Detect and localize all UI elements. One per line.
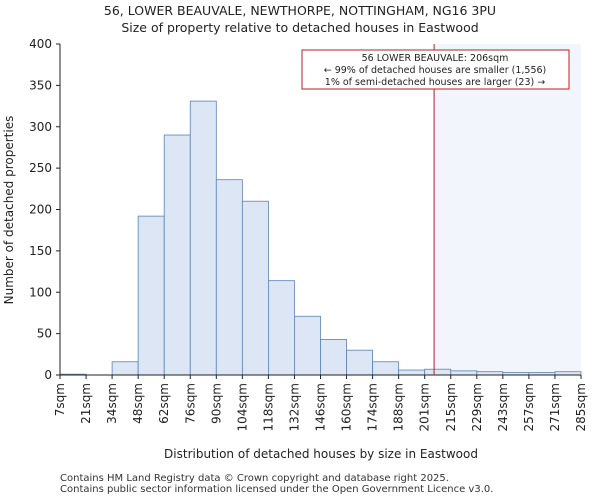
x-tick-label-90sqm: 90sqm: [209, 383, 223, 424]
bar-132sqm: [294, 315, 321, 376]
bar-34sqm: [111, 361, 139, 376]
x-tick-label-48sqm: 48sqm: [131, 383, 145, 424]
bar-118sqm: [267, 280, 295, 376]
y-tick-label-0: 0: [44, 368, 52, 382]
bar-48sqm: [137, 215, 165, 376]
y-tick-label-100: 100: [29, 285, 52, 299]
x-tick-label-188sqm: 188sqm: [392, 383, 406, 431]
x-tick-label-21sqm: 21sqm: [79, 383, 93, 424]
x-tick-label-7sqm: 7sqm: [53, 383, 67, 416]
y-tick-label-350: 350: [29, 78, 52, 92]
y-tick-label-400: 400: [29, 37, 52, 51]
bar-188sqm: [398, 369, 426, 376]
bar-90sqm: [215, 179, 243, 376]
x-tick-label-243sqm: 243sqm: [496, 383, 510, 431]
x-axis-label: Distribution of detached houses by size …: [164, 447, 478, 461]
chart-subtitle: Size of property relative to detached ho…: [121, 20, 479, 35]
bar-215sqm: [450, 370, 478, 376]
bar-160sqm: [346, 349, 373, 376]
footer-line-2: Contains public sector information licen…: [60, 484, 494, 495]
x-tick-label-146sqm: 146sqm: [314, 383, 328, 431]
x-tick-label-62sqm: 62sqm: [157, 383, 171, 424]
x-tick-label-174sqm: 174sqm: [366, 383, 380, 431]
x-tick-label-257sqm: 257sqm: [522, 383, 536, 431]
y-tick-label-150: 150: [29, 244, 52, 258]
y-tick-label-200: 200: [29, 203, 52, 217]
highlight-region: [434, 44, 581, 375]
y-tick-label-250: 250: [29, 161, 52, 175]
bar-174sqm: [372, 361, 400, 376]
annotation-box: [301, 49, 570, 90]
x-tick-label-104sqm: 104sqm: [235, 383, 249, 431]
chart-title-text: 56, LOWER BEAUVALE, NEWTHORPE, NOTTINGHA…: [103, 3, 497, 18]
y-tick-label-50: 50: [37, 327, 52, 341]
annotation-line-2: ← 99% of detached houses are smaller (1,…: [324, 65, 547, 76]
y-tick-label-300: 300: [29, 120, 52, 134]
x-tick-label-76sqm: 76sqm: [183, 383, 197, 424]
x-tick-label-118sqm: 118sqm: [261, 383, 275, 431]
x-tick-label-285sqm: 285sqm: [574, 383, 588, 431]
x-tick-label-215sqm: 215sqm: [444, 383, 458, 431]
x-tick-label-229sqm: 229sqm: [470, 383, 484, 431]
bar-104sqm: [241, 200, 269, 376]
annotation-line-1: 56 LOWER BEAUVALE: 206sqm: [362, 53, 509, 64]
x-tick-label-132sqm: 132sqm: [287, 383, 301, 431]
bar-146sqm: [320, 339, 347, 376]
chart-title: 56, LOWER BEAUVALE, NEWTHORPE, NOTTINGHA…: [0, 2, 600, 36]
x-tick-label-271sqm: 271sqm: [548, 383, 562, 431]
footer: Contains HM Land Registry data © Crown c…: [60, 473, 493, 495]
bar-62sqm: [163, 134, 191, 376]
y-axis-label: Number of detached properties: [2, 116, 16, 305]
bar-201sqm: [424, 368, 452, 376]
annotation-line-3: 1% of semi-detached houses are larger (2…: [325, 77, 545, 88]
bar-76sqm: [189, 100, 217, 376]
x-tick-label-34sqm: 34sqm: [105, 383, 119, 424]
footer-line-1: Contains HM Land Registry data © Crown c…: [60, 473, 449, 484]
x-tick-label-201sqm: 201sqm: [418, 383, 432, 431]
x-tick-label-160sqm: 160sqm: [340, 383, 354, 431]
